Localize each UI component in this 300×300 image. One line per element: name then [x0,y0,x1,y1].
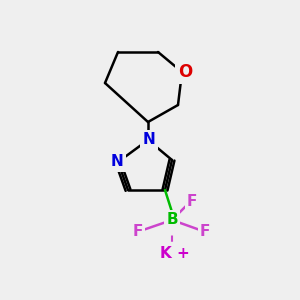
Text: N: N [111,154,123,169]
Text: N: N [142,133,155,148]
Text: O: O [178,63,192,81]
Text: B: B [166,212,178,227]
Text: F: F [200,224,210,238]
Text: K +: K + [160,247,190,262]
Text: F: F [187,194,197,209]
Text: F: F [133,224,143,238]
